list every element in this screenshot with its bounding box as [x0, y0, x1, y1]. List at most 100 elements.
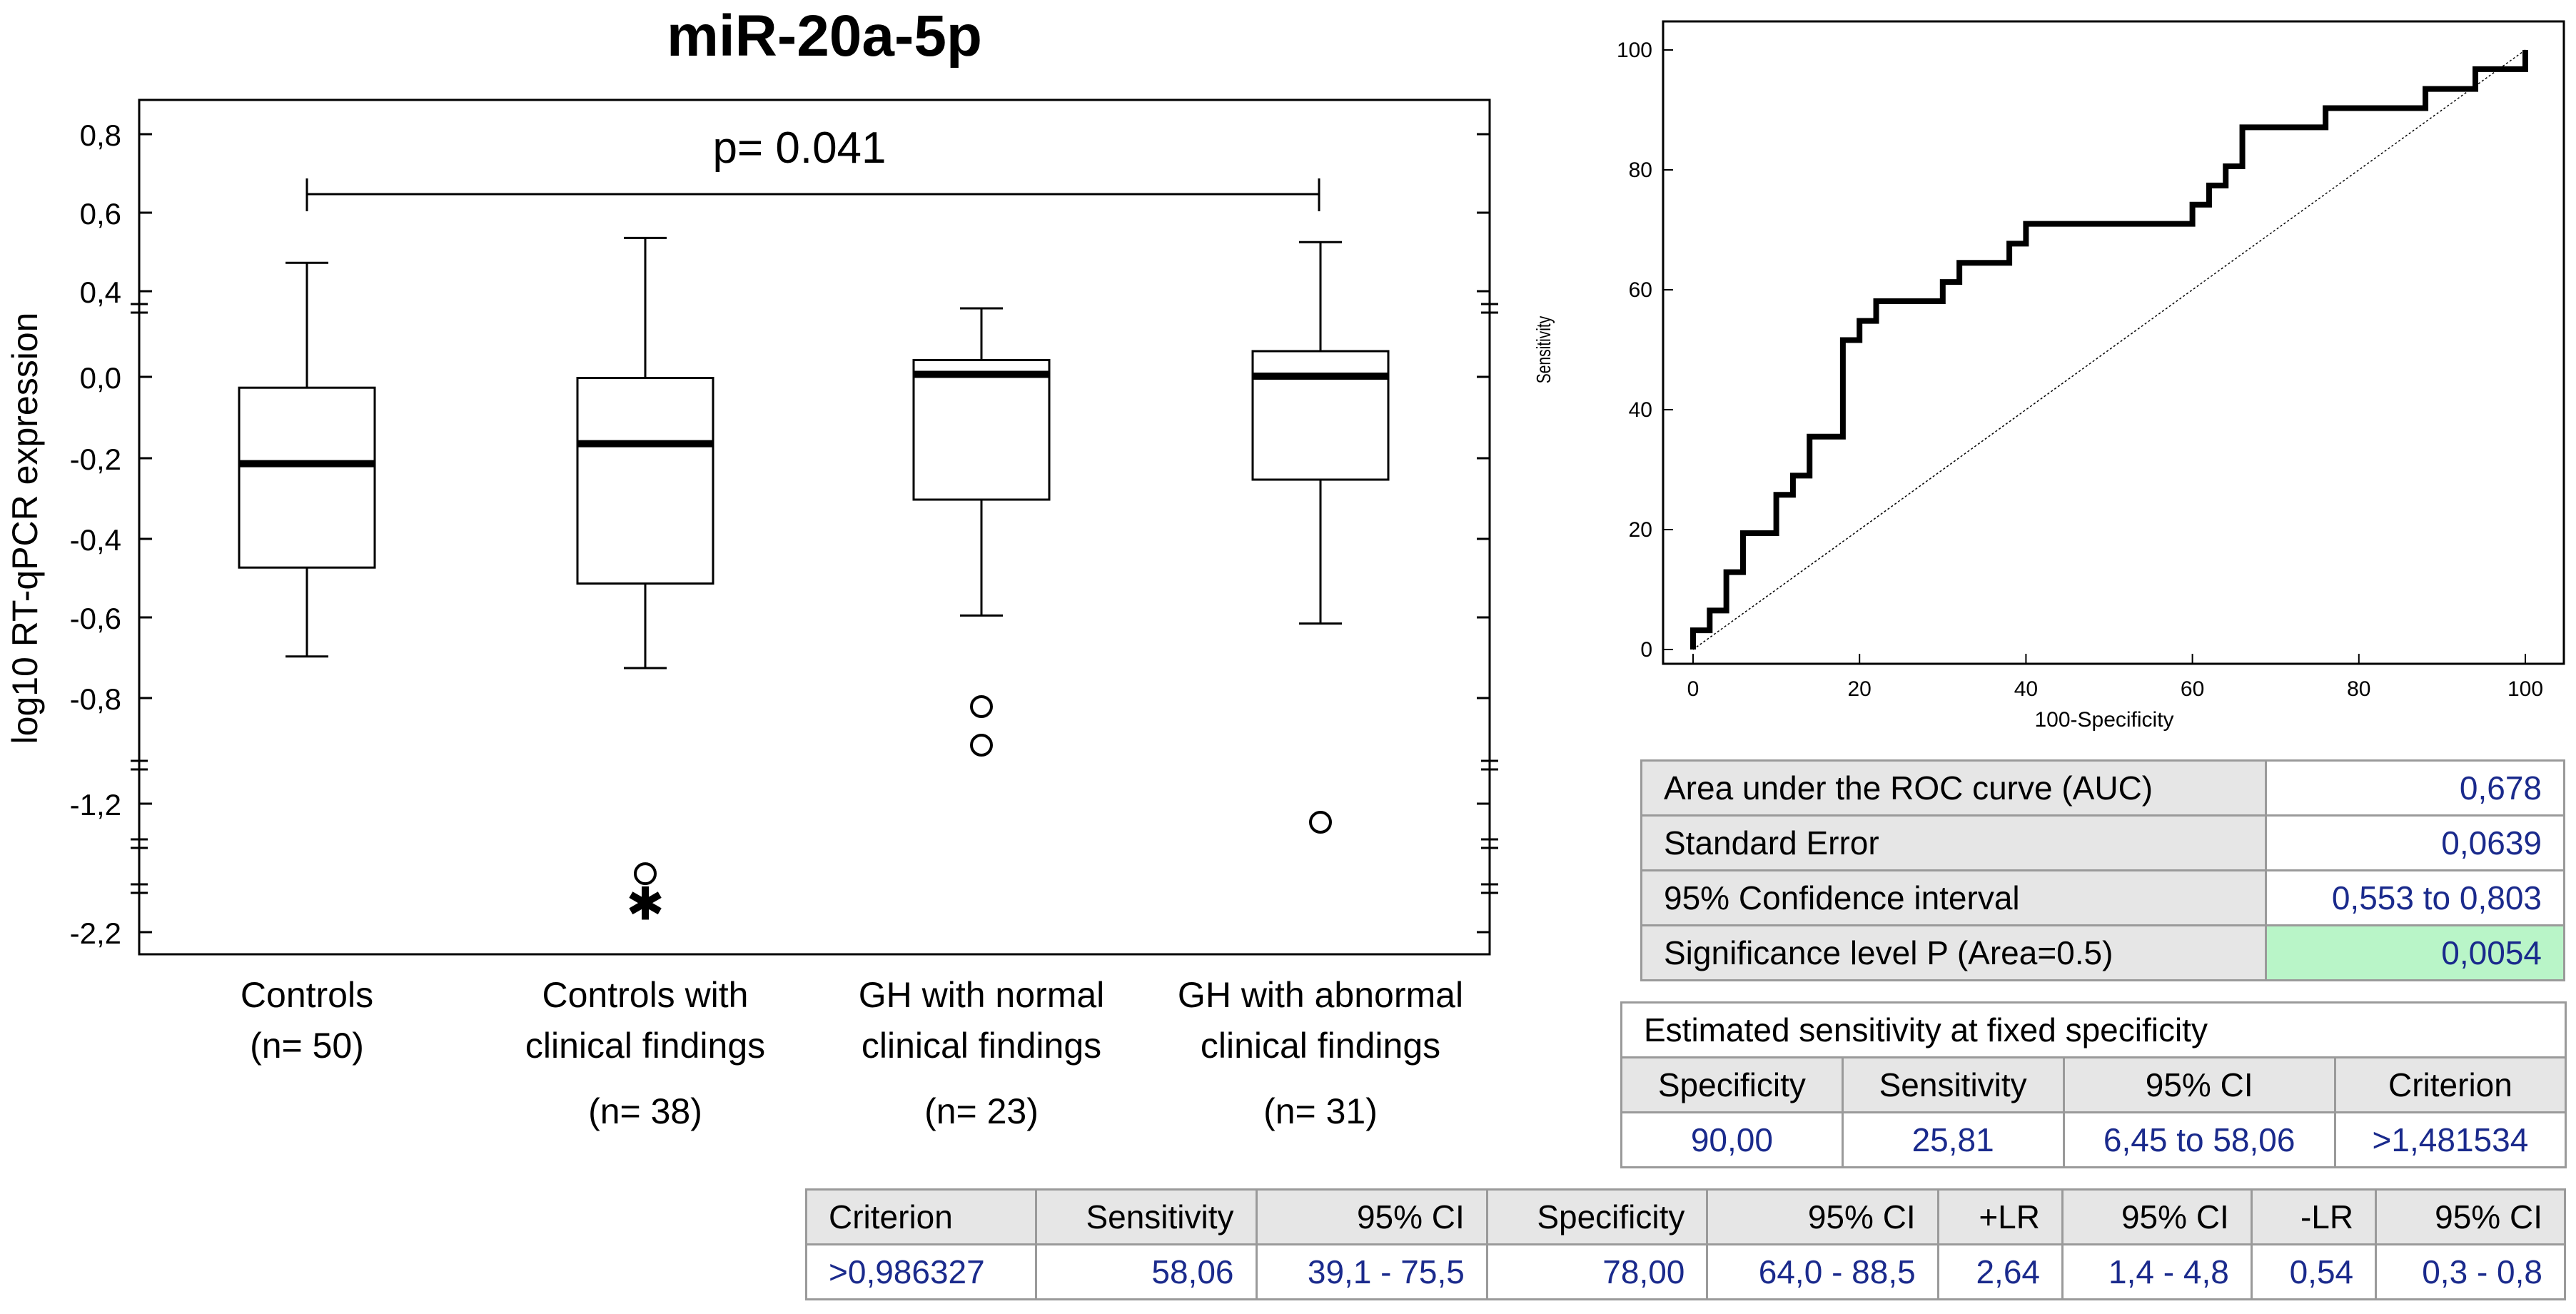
fixed-value-sensitivity: 25,81: [1841, 1111, 2065, 1168]
box-group: ✱: [576, 236, 714, 930]
group-label-controls-line1: Controls: [241, 975, 373, 1015]
auc-label: Area under the ROC curve (AUC): [1640, 759, 2268, 817]
roc-x-tick-label: 60: [2181, 677, 2204, 701]
roc-x-tick-label: 0: [1687, 677, 1699, 701]
group-label-gh-abnormal-line1: GH with abnormal: [1178, 975, 1463, 1015]
extreme-point: ✱: [626, 879, 665, 930]
y-tick-label: 0,0: [80, 361, 121, 395]
criterion-header-row: Criterion Sensitivity 95% CI Specificity…: [805, 1188, 2566, 1245]
fixed-header-criterion: Criterion: [2333, 1056, 2567, 1113]
crit-header-sensitivity: Sensitivity: [1034, 1188, 1258, 1245]
crit-header-sens-ci: 95% CI: [1255, 1188, 1488, 1245]
confidence-interval-label: 95% Confidence interval: [1640, 869, 2268, 926]
crit-value-specificity: 78,00: [1485, 1243, 1709, 1300]
significance-value: 0,0054: [2265, 924, 2565, 981]
roc-reference-line: [1692, 49, 2526, 650]
auc-table: Area under the ROC curve (AUC) 0,678 Sta…: [1640, 759, 2565, 981]
fixed-header-row: Specificity Sensitivity 95% CI Criterion: [1620, 1056, 2567, 1113]
roc-x-tick-label: 80: [2347, 677, 2370, 701]
fixed-header-sensitivity: Sensitivity: [1841, 1056, 2065, 1113]
iqr-box: [1251, 350, 1390, 481]
fixed-value-row: 90,00 25,81 6,45 to 58,06 >1,481534: [1620, 1111, 2567, 1168]
roc-y-tick-label: 60: [1629, 278, 1652, 302]
confidence-interval-row: 95% Confidence interval 0,553 to 0,803: [1640, 869, 2565, 926]
std-error-label: Standard Error: [1640, 814, 2268, 871]
roc-x-tick-label: 20: [1848, 677, 1872, 701]
significance-label: Significance level P (Area=0.5): [1640, 924, 2268, 981]
fixed-value-criterion: >1,481534: [2333, 1111, 2567, 1168]
significance-bracket: p= 0.041: [305, 123, 1320, 211]
p-value-label: p= 0.041: [712, 123, 886, 173]
y-tick-label: 0,4: [80, 276, 121, 309]
crit-value-minus-lr-ci: 0,3 - 0,8: [2375, 1243, 2566, 1300]
group-label-controls-cf-line1: Controls with: [542, 975, 749, 1015]
iqr-box: [912, 359, 1051, 501]
crit-value-plus-lr-ci: 1,4 - 4,8: [2061, 1243, 2253, 1300]
fixed-table-title: Estimated sensitivity at fixed specifici…: [1620, 1001, 2567, 1058]
roc-y-tick-label: 80: [1629, 158, 1652, 182]
crit-value-criterion: >0,986327: [805, 1243, 1037, 1300]
iqr-box: [576, 377, 714, 585]
roc-chart: 0 20 40 60 80 100 0 20 40 60 80 100 100-Specificity…: [1533, 20, 2565, 732]
crit-header-plus-lr: +LR: [1936, 1188, 2064, 1245]
fixed-header-ci: 95% CI: [2062, 1056, 2336, 1113]
outlier-point: [970, 695, 993, 718]
roc-x-tick-label: 100: [2507, 677, 2543, 701]
outlier-point: [634, 862, 657, 886]
group-label-gh-normal-line3: (n= 23): [924, 1091, 1039, 1131]
crit-value-plus-lr: 2,64: [1936, 1243, 2064, 1300]
roc-y-axis-label: Sensitivity: [1533, 315, 1555, 383]
y-axis-ticks: 0,8 0,6 0,4 0,0 -0,2 -0,4 -0,6 -0,8 -1,2 -2,2: [70, 118, 152, 950]
box-group: [238, 261, 376, 658]
plot-frame: [138, 98, 1491, 956]
roc-x-axis-label: 100-Specificity: [2034, 708, 2173, 732]
axis-breaks: [131, 303, 1498, 894]
crit-header-minus-lr-ci: 95% CI: [2375, 1188, 2566, 1245]
y-tick-label: -2,2: [70, 916, 121, 950]
y-tick-label: -0,8: [70, 682, 121, 716]
fixed-value-specificity: 90,00: [1620, 1111, 1844, 1168]
y-tick-label: -0,6: [70, 602, 121, 635]
auc-value: 0,678: [2265, 759, 2565, 817]
roc-axis-ticks: 0 20 40 60 80 100 0 20 40 60 80 100: [1617, 39, 2543, 701]
criterion-table: Criterion Sensitivity 95% CI Specificity…: [805, 1188, 2566, 1300]
crit-value-sensitivity: 58,06: [1034, 1243, 1258, 1300]
roc-y-tick-label: 40: [1629, 398, 1652, 422]
criterion-value-row: >0,986327 58,06 39,1 - 75,5 78,00 64,0 -…: [805, 1243, 2566, 1300]
box-group: [1251, 241, 1390, 834]
group-label-gh-abnormal-line3: (n= 31): [1263, 1091, 1378, 1131]
significance-row: Significance level P (Area=0.5) 0,0054: [1640, 924, 2565, 981]
boxplot-title: miR-20a-5p: [667, 4, 982, 69]
crit-header-plus-lr-ci: 95% CI: [2061, 1188, 2253, 1245]
y-axis-ticks-right: [1477, 133, 1490, 934]
group-label-gh-normal-line1: GH with normal: [859, 975, 1105, 1015]
y-tick-label: -1,2: [70, 788, 121, 822]
roc-y-tick-label: 0: [1640, 638, 1652, 662]
group-label-controls-cf-line2: clinical findings: [525, 1026, 765, 1066]
std-error-value: 0,0639: [2265, 814, 2565, 871]
roc-frame: [1662, 20, 2565, 665]
y-tick-label: 0,6: [80, 197, 121, 231]
std-error-row: Standard Error 0,0639: [1640, 814, 2565, 871]
auc-row: Area under the ROC curve (AUC) 0,678: [1640, 759, 2565, 817]
y-axis-label: log10 RT-qPCR expression: [5, 313, 45, 744]
crit-value-spec-ci: 64,0 - 88,5: [1706, 1243, 1939, 1300]
group-label-gh-normal-line2: clinical findings: [862, 1026, 1101, 1066]
group-label-controls-line2: (n= 50): [250, 1026, 364, 1066]
crit-header-criterion: Criterion: [805, 1188, 1037, 1245]
group-label-controls-cf-line3: (n= 38): [588, 1091, 702, 1131]
fixed-specificity-table: Estimated sensitivity at fixed specifici…: [1620, 1001, 2567, 1168]
crit-value-sens-ci: 39,1 - 75,5: [1255, 1243, 1488, 1300]
fixed-title-row: Estimated sensitivity at fixed specifici…: [1620, 1001, 2567, 1058]
crit-header-spec-ci: 95% CI: [1706, 1188, 1939, 1245]
y-tick-label: 0,8: [80, 118, 121, 152]
group-label-gh-abnormal-line2: clinical findings: [1201, 1026, 1440, 1066]
box-group: [912, 307, 1051, 757]
boxplot-chart: miR-20a-5p log10 RT-qPCR expression 0,8 0…: [5, 4, 1498, 1131]
iqr-box: [238, 386, 376, 569]
roc-x-tick-label: 40: [2014, 677, 2038, 701]
outlier-point: [970, 734, 993, 757]
crit-header-specificity: Specificity: [1485, 1188, 1709, 1245]
boxes: ✱: [238, 236, 1390, 930]
y-tick-label: -0,2: [70, 443, 121, 476]
